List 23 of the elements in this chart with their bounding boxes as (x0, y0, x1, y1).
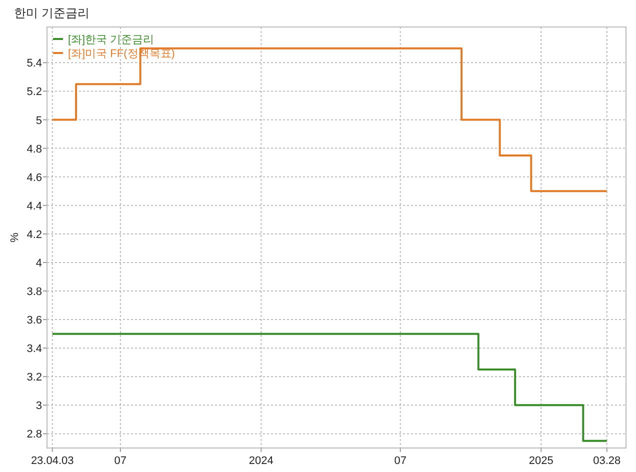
y-tick-label: 3.4 (26, 343, 42, 356)
y-tick-label: 3.8 (26, 286, 42, 298)
x-tick-label: 07 (114, 455, 127, 467)
y-tick-label: 4.8 (26, 143, 42, 156)
y-tick-label: 4.4 (26, 200, 42, 212)
y-axis-title: % (9, 232, 21, 242)
y-tick-label: 5.4 (26, 58, 42, 70)
y-tick-label: 4 (36, 257, 42, 270)
legend-label: [좌]한국 기준금리 (68, 34, 154, 46)
x-tick-label: 2024 (248, 455, 274, 467)
x-tick-label: 23.04.03 (30, 455, 74, 467)
y-tick-label: 2.8 (26, 428, 42, 441)
x-tick-label: 07 (394, 455, 406, 467)
y-tick-label: 3.6 (26, 314, 42, 327)
y-tick-label: 4.2 (26, 228, 42, 241)
x-tick-label: 2025 (528, 455, 554, 467)
y-tick-label: 3 (36, 400, 42, 412)
y-tick-label: 5 (36, 114, 42, 127)
title: 한미 기준금리 (14, 6, 90, 20)
y-tick-label: 4.6 (26, 172, 42, 184)
x-tick-label: 03.28 (593, 455, 621, 467)
y-tick-label: 3.2 (26, 372, 42, 384)
y-tick-label: 5.2 (26, 86, 42, 98)
